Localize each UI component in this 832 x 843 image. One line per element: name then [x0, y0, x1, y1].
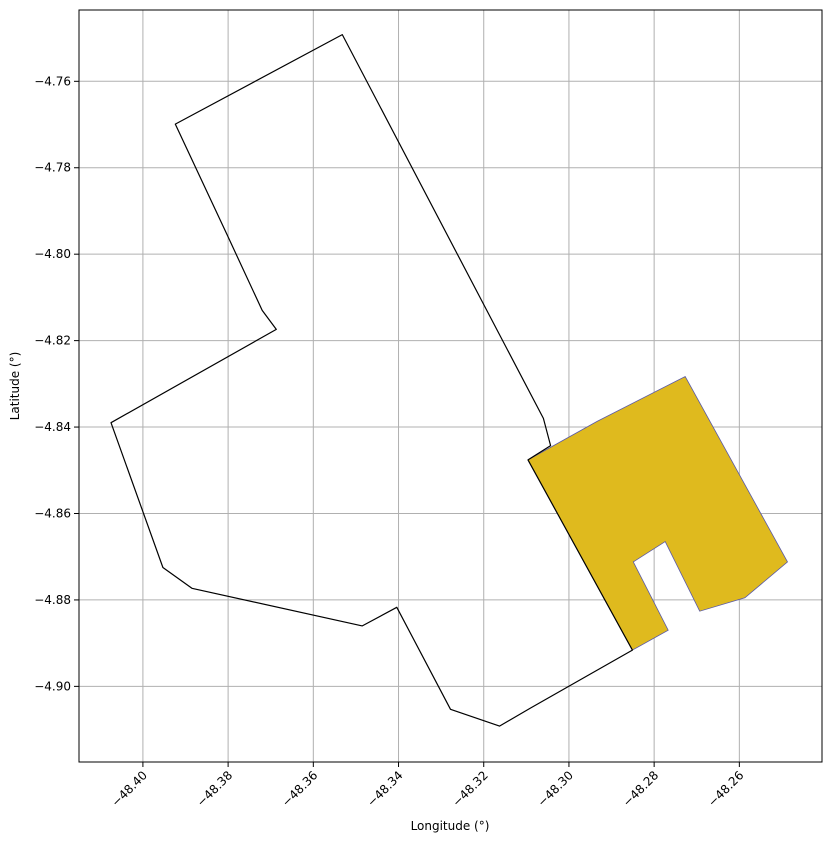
map-polygons — [110, 34, 789, 727]
y-tick-label: −4.86 — [34, 506, 71, 520]
y-tick-label: −4.80 — [34, 247, 71, 261]
x-tick-label: −48.28 — [620, 768, 661, 809]
grid-lines — [79, 10, 822, 762]
highlighted-area-polygon — [527, 375, 789, 651]
x-tick-label: −48.26 — [705, 768, 746, 809]
y-axis-label: Latitude (°) — [8, 352, 22, 421]
x-tick-label: −48.38 — [194, 768, 235, 809]
x-tick-label: −48.32 — [450, 768, 491, 809]
x-tick-label: −48.34 — [364, 768, 405, 809]
y-tick-label: −4.78 — [34, 161, 71, 175]
y-ticks: −4.76 −4.78 −4.80 −4.82 −4.84 −4.86 −4.88 −4.90 — [34, 74, 79, 693]
boundary-outline-polygon — [110, 34, 633, 727]
x-tick-label: −48.40 — [109, 768, 150, 809]
x-tick-label: −48.36 — [279, 768, 320, 809]
plot-frame — [78, 9, 823, 763]
y-tick-label: −4.84 — [34, 420, 71, 434]
y-tick-label: −4.88 — [34, 593, 71, 607]
y-tick-label: −4.76 — [34, 74, 71, 88]
y-tick-label: −4.90 — [34, 679, 71, 693]
x-axis-label: Longitude (°) — [411, 819, 490, 833]
x-ticks: −48.40 −48.38 −48.36 −48.34 −48.32 −48.30 −48.… — [109, 762, 746, 810]
x-tick-label: −48.30 — [535, 768, 576, 809]
y-tick-label: −4.82 — [34, 334, 71, 348]
